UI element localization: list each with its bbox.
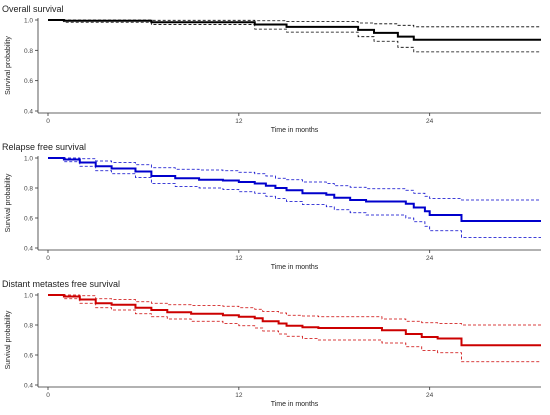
y-tick-label: 0.8 xyxy=(24,48,33,55)
y-tick-label: 0.6 xyxy=(24,78,33,85)
chart-title: Distant metastes free survival xyxy=(2,279,120,289)
ci-upper-line xyxy=(48,19,541,28)
x-axis-label: Time in months xyxy=(271,264,319,271)
x-tick-label: 24 xyxy=(426,255,434,262)
chart-panel: Overall survival 0.4 0.6 0.8 1.0 0 12 24 Time in… xyxy=(2,4,541,134)
y-tick-label: 0.4 xyxy=(24,246,33,253)
x-tick-label: 24 xyxy=(426,392,434,399)
x-tick-label: 0 xyxy=(46,118,50,125)
chart-panel: Relapse free survival 0.4 0.6 0.8 1.0 0 12 24 Ti… xyxy=(2,142,541,271)
y-tick-label: 0.6 xyxy=(24,353,33,360)
y-tick-label: 1.0 xyxy=(24,293,33,300)
ci-lower-line xyxy=(48,157,541,238)
x-tick-label: 0 xyxy=(46,255,50,262)
x-tick-label: 24 xyxy=(426,118,434,125)
y-tick-label: 1.0 xyxy=(24,156,33,163)
y-tick-label: 0.4 xyxy=(24,383,33,390)
y-tick-label: 0.8 xyxy=(24,323,33,330)
y-axis-label: Survival probability xyxy=(5,310,12,369)
x-axis-label: Time in months xyxy=(271,127,319,134)
survival-curve xyxy=(48,157,541,222)
survival-curve xyxy=(48,294,541,347)
survival-curve xyxy=(48,19,541,41)
y-tick-label: 0.4 xyxy=(24,109,33,116)
ci-lower-line xyxy=(48,294,541,363)
chart-title: Relapse free survival xyxy=(2,142,86,152)
x-tick-label: 12 xyxy=(235,118,243,125)
y-tick-label: 1.0 xyxy=(24,18,33,25)
y-axis-label: Survival probability xyxy=(5,36,12,95)
chart-title: Overall survival xyxy=(2,4,64,14)
y-tick-label: 0.6 xyxy=(24,216,33,223)
ci-upper-line xyxy=(48,157,541,201)
ci-upper-line xyxy=(48,294,541,326)
x-tick-label: 12 xyxy=(235,255,243,262)
y-axis-label: Survival probability xyxy=(5,173,12,232)
y-tick-label: 0.8 xyxy=(24,186,33,193)
ci-lower-line xyxy=(48,19,541,53)
chart-panel: Distant metastes free survival 0.4 0.6 0.8 1… xyxy=(2,279,541,408)
x-tick-label: 0 xyxy=(46,392,50,399)
x-axis-label: Time in months xyxy=(271,401,319,408)
x-tick-label: 12 xyxy=(235,392,243,399)
